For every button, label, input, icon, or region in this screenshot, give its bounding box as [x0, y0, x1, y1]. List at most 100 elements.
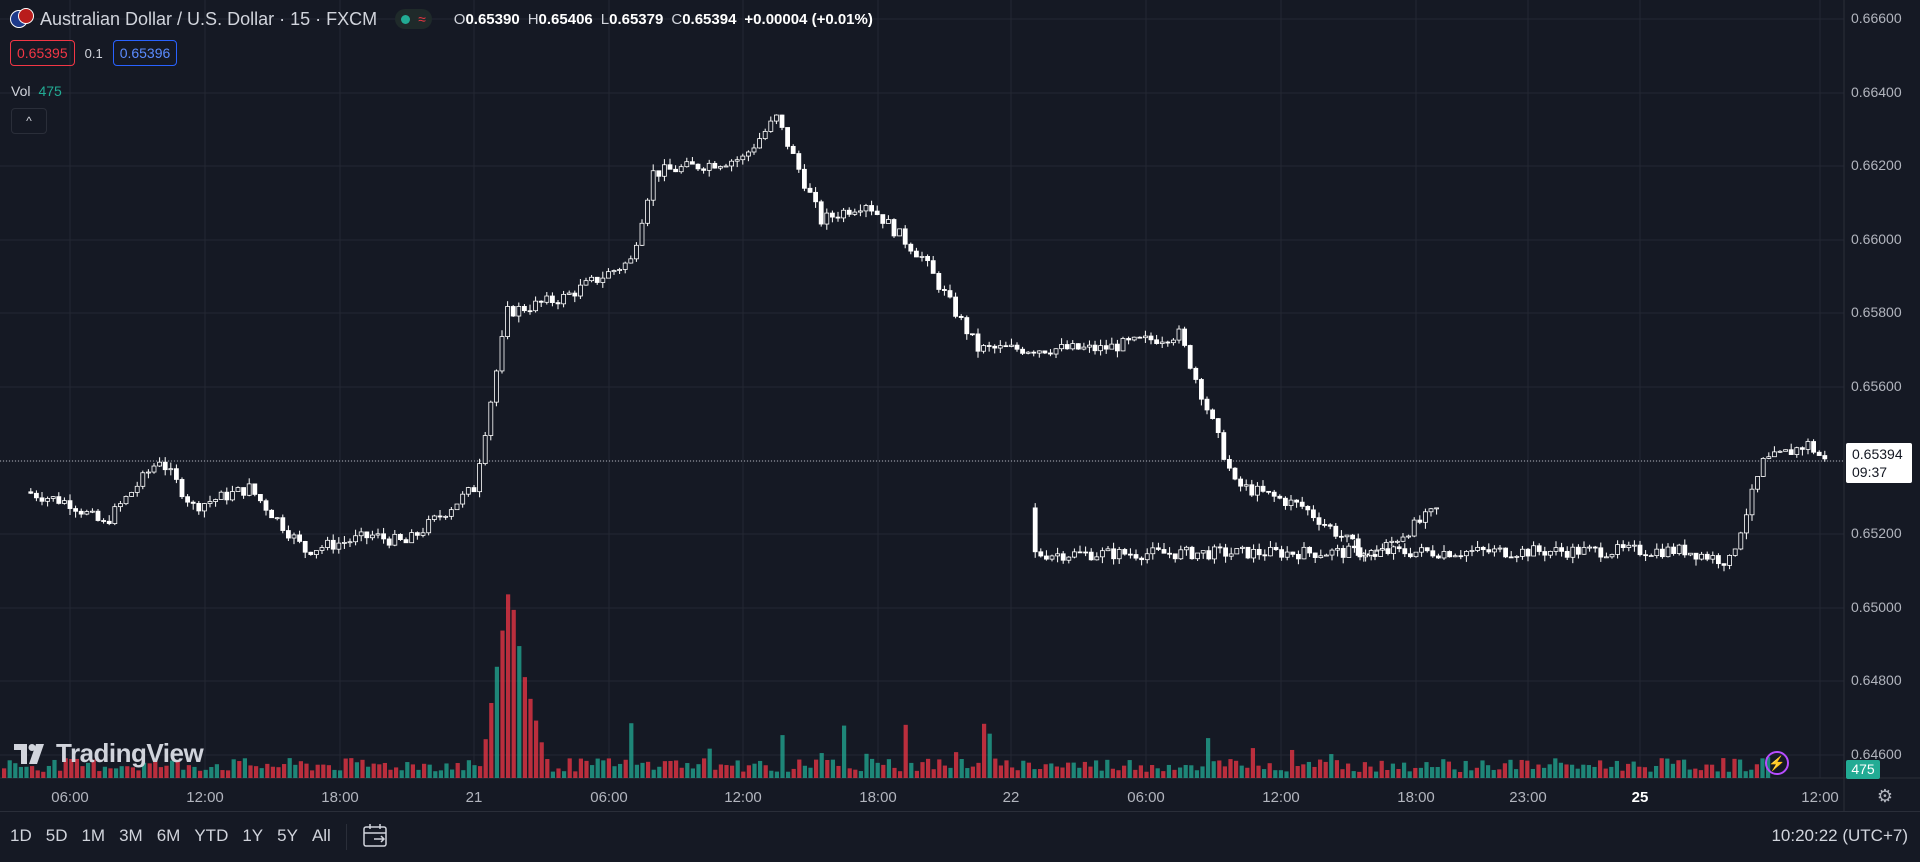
candle-up	[1178, 549, 1184, 560]
range-button-ytd[interactable]: YTD	[194, 826, 229, 845]
volume-bar-up	[752, 763, 757, 778]
candle-up	[1676, 544, 1682, 554]
range-button-1d[interactable]: 1D	[10, 826, 32, 845]
volume-bar-down	[1564, 764, 1569, 778]
volume-bar-down	[1004, 760, 1009, 778]
volume-bar-down	[1138, 765, 1143, 778]
volume-bar-down	[1026, 762, 1031, 778]
range-button-1y[interactable]: 1Y	[242, 826, 264, 845]
range-button-5d[interactable]: 5D	[45, 826, 68, 845]
candle-down	[1294, 499, 1299, 503]
volume-bar-up	[259, 768, 264, 778]
candle-down	[1503, 547, 1508, 558]
candle-down	[1564, 550, 1570, 558]
buy-button[interactable]: 0.65396	[112, 40, 178, 66]
volume-bar-up	[1743, 771, 1748, 778]
candle-up	[50, 496, 56, 499]
time-axis-label: 06:00	[590, 789, 628, 806]
volume-bar-up	[590, 765, 595, 778]
candle-up	[409, 532, 415, 544]
candle-up	[1434, 507, 1439, 510]
candle-down	[1031, 351, 1037, 354]
candle-down	[471, 487, 477, 493]
volume-bar-up	[769, 770, 774, 778]
volume-bar-up	[1200, 766, 1205, 778]
candle-down	[1161, 549, 1167, 554]
volume-bar-down	[158, 767, 163, 778]
volume-bar-up	[287, 758, 292, 778]
volume-bar-down	[606, 758, 611, 778]
volume-bar-up	[7, 760, 12, 778]
candle-down	[1299, 501, 1305, 507]
volume-bar-up	[1452, 769, 1457, 778]
candle-down	[1206, 550, 1212, 560]
volume-bar-down	[718, 764, 723, 778]
candle-up	[723, 165, 729, 168]
candle-down	[1133, 554, 1139, 559]
volume-bar-down	[74, 758, 79, 778]
candle-up	[1411, 519, 1417, 537]
symbol-title[interactable]: Australian Dollar / U.S. Dollar · 15 · F…	[40, 8, 378, 29]
volume-bar-up	[1099, 770, 1104, 778]
candle-down	[78, 510, 84, 515]
volume-bar-down	[1060, 767, 1065, 778]
candle-up	[1131, 336, 1137, 341]
lightning-icon[interactable]: ⚡	[1765, 751, 1789, 775]
collapse-legend-button[interactable]: ^	[11, 108, 47, 134]
candle-down	[1704, 553, 1710, 560]
volume-bar-down	[982, 723, 987, 778]
volume-bar-down	[825, 760, 830, 778]
candle-down	[1273, 546, 1279, 551]
volume-bar-down	[1161, 771, 1166, 778]
volume-bar-up	[1592, 766, 1597, 778]
volume-bar-down	[1295, 766, 1300, 778]
candle-down	[572, 292, 578, 297]
candle-up	[1243, 484, 1249, 487]
candle-down	[1193, 367, 1199, 380]
candle-down	[1372, 554, 1378, 557]
candle-up	[1380, 548, 1385, 551]
candle-down	[381, 533, 387, 540]
timezone-clock[interactable]: 10:20:22 (UTC+7)	[1771, 826, 1908, 845]
tradingview-logo[interactable]: TradingView	[14, 738, 204, 769]
settings-gear-icon[interactable]: ⚙	[1876, 786, 1894, 806]
candle-down	[936, 273, 942, 290]
candle-down	[1271, 491, 1277, 497]
candle-up	[1766, 456, 1772, 459]
range-button-5y[interactable]: 5Y	[277, 826, 298, 845]
volume-bar-up	[1278, 770, 1283, 778]
volume-bar-down	[903, 724, 908, 778]
volume-bar-down	[1301, 764, 1306, 778]
candle-down	[1154, 339, 1159, 344]
candle-up	[1805, 441, 1811, 450]
volume-bar-up	[802, 765, 807, 778]
candle-down	[925, 256, 930, 262]
candle-up	[151, 465, 157, 473]
candle-up	[1288, 499, 1294, 506]
candle-up	[1665, 546, 1671, 558]
volume-bar-down	[1290, 749, 1295, 778]
candle-down	[1103, 345, 1109, 350]
candle-up	[1059, 344, 1064, 350]
volume-bar-down	[1015, 770, 1020, 778]
candle-down	[1139, 557, 1144, 561]
range-button-3m[interactable]: 3M	[119, 826, 143, 845]
range-button-1m[interactable]: 1M	[81, 826, 106, 845]
volume-bar-up	[86, 762, 91, 778]
go-to-date-icon[interactable]	[362, 823, 390, 849]
candle-down	[1559, 547, 1564, 552]
candle-up	[1632, 544, 1637, 547]
range-button-6m[interactable]: 6M	[156, 826, 181, 845]
market-status-pill[interactable]: ≈	[395, 9, 432, 29]
volume-bar-down	[276, 767, 281, 778]
candle-down	[437, 515, 443, 518]
volume-bar-up	[696, 764, 701, 778]
candle-up	[1159, 341, 1165, 344]
volume-bar-down	[270, 766, 275, 778]
sell-button[interactable]: 0.65395	[10, 40, 75, 66]
candle-up	[336, 542, 342, 550]
candle-up	[1794, 447, 1800, 455]
volume-bar-up	[1530, 768, 1535, 778]
range-button-all[interactable]: All	[311, 826, 331, 845]
